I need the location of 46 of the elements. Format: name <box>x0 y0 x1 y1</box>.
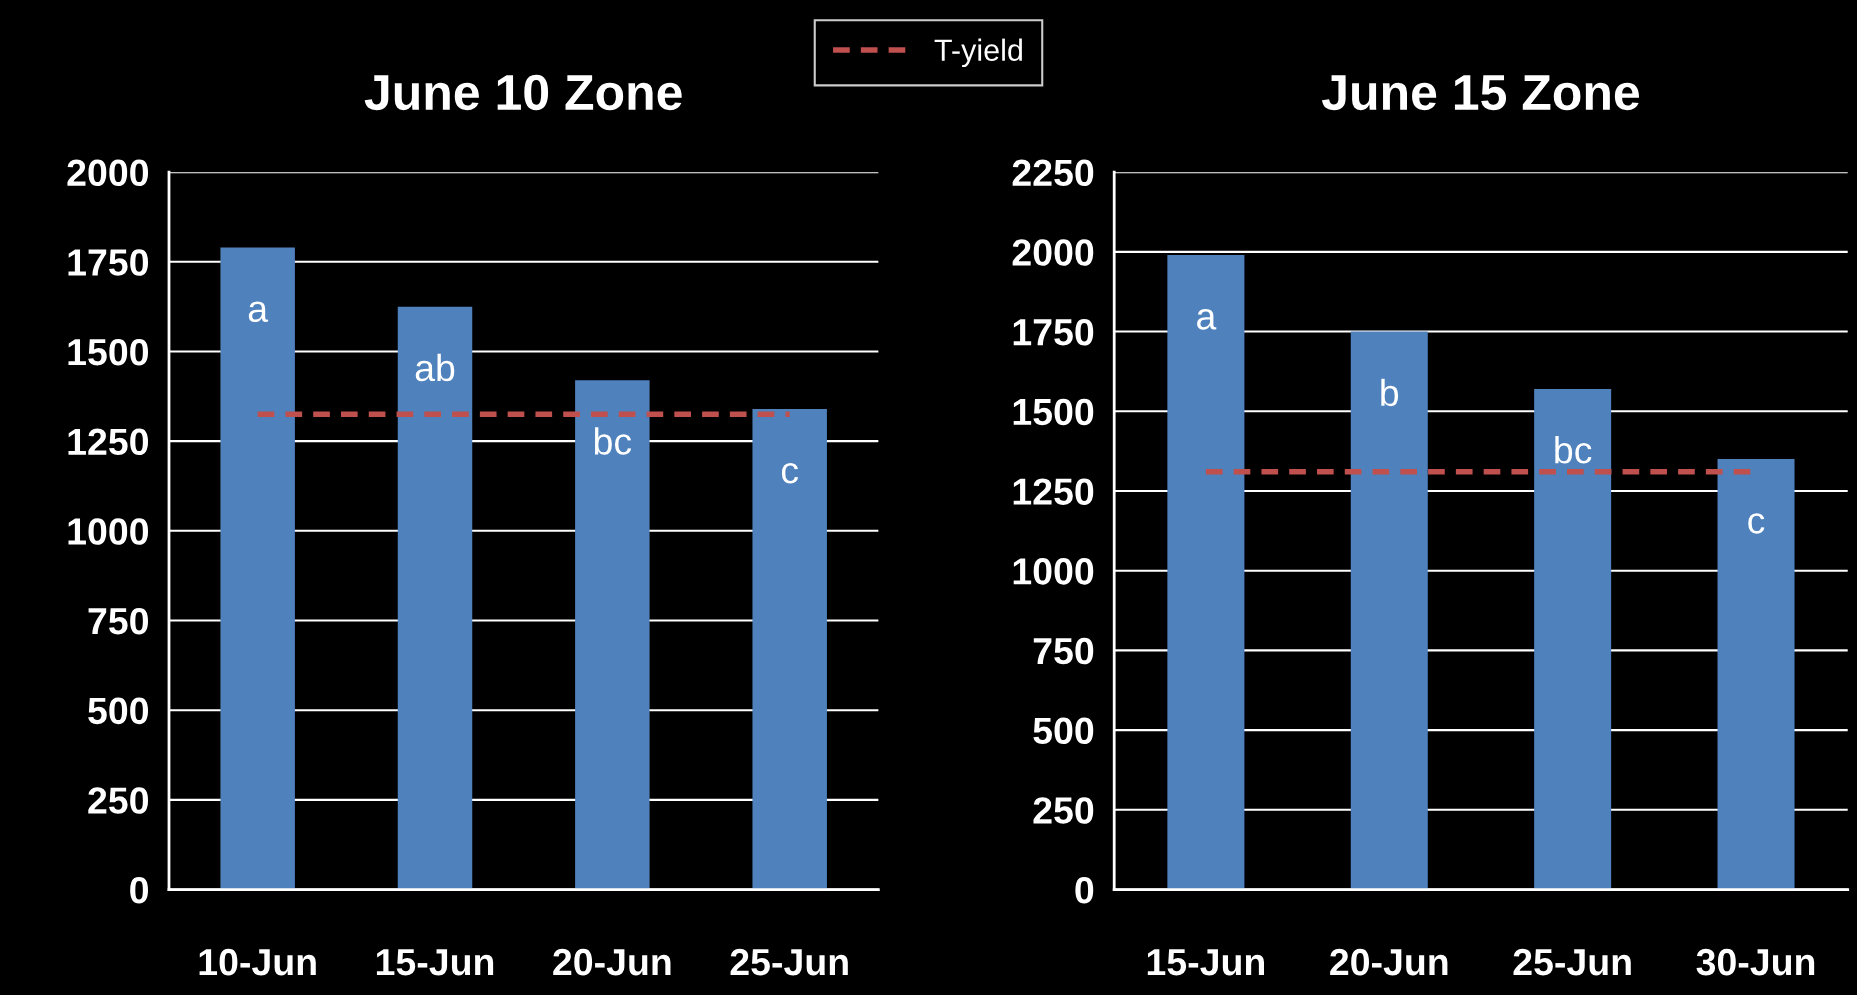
y-tick-label: 2250 <box>1012 159 1094 187</box>
x-tick-label: 20-Jun <box>1330 948 1448 976</box>
y-tick-label: 1000 <box>68 518 149 545</box>
annotation: bc <box>1555 436 1592 464</box>
annotation: c <box>781 462 799 484</box>
bar <box>220 247 295 890</box>
y-tick-label: 1250 <box>68 428 149 456</box>
bar <box>1717 459 1795 890</box>
y-tick-label: 750 <box>1033 637 1094 665</box>
legend-label: T-yield <box>934 38 1022 68</box>
chart-title: June 15 Zone <box>1321 75 1640 111</box>
annotation: b <box>1381 378 1399 407</box>
y-tick-label: 1500 <box>1013 398 1094 426</box>
x-tick-label: 25-Jun <box>1513 948 1631 976</box>
y-tick-label: 0 <box>130 876 149 904</box>
y-tick-label: 750 <box>88 607 149 635</box>
y-tick-label: 250 <box>88 787 149 814</box>
y-tick-label: 1750 <box>68 249 149 276</box>
y-tick-label: 2000 <box>67 159 149 187</box>
annotation: bc <box>594 427 632 455</box>
y-tick-label: 1750 <box>1013 318 1094 346</box>
y-tick-label: 1250 <box>1013 478 1094 505</box>
annotation: ab <box>415 353 455 382</box>
y-tick-label: 500 <box>1033 717 1094 745</box>
bar <box>1534 388 1612 890</box>
bar <box>752 408 827 890</box>
chart-title: June 10 Zone <box>364 74 682 111</box>
y-tick-label: 0 <box>1075 876 1094 904</box>
annotation: c <box>1748 513 1765 534</box>
x-tick-label: 20-Jun <box>553 948 671 976</box>
bar <box>397 306 473 890</box>
y-tick-label: 1000 <box>1013 558 1094 585</box>
x-tick-label: 10-Jun <box>199 948 316 976</box>
x-tick-label: 30-Jun <box>1696 948 1815 976</box>
annotation: a <box>248 301 269 323</box>
annotation: a <box>1197 309 1217 330</box>
y-tick-label: 1500 <box>68 338 149 366</box>
y-tick-label: 250 <box>1033 797 1094 824</box>
x-tick-label: 25-Jun <box>730 948 848 976</box>
y-tick-label: 500 <box>88 697 149 725</box>
bar <box>1167 255 1245 890</box>
x-tick-label: 15-Jun <box>376 949 494 976</box>
bar <box>1350 331 1428 890</box>
bar <box>575 380 650 890</box>
y-tick-label: 2000 <box>1012 239 1094 266</box>
x-tick-label: 15-Jun <box>1147 949 1265 976</box>
